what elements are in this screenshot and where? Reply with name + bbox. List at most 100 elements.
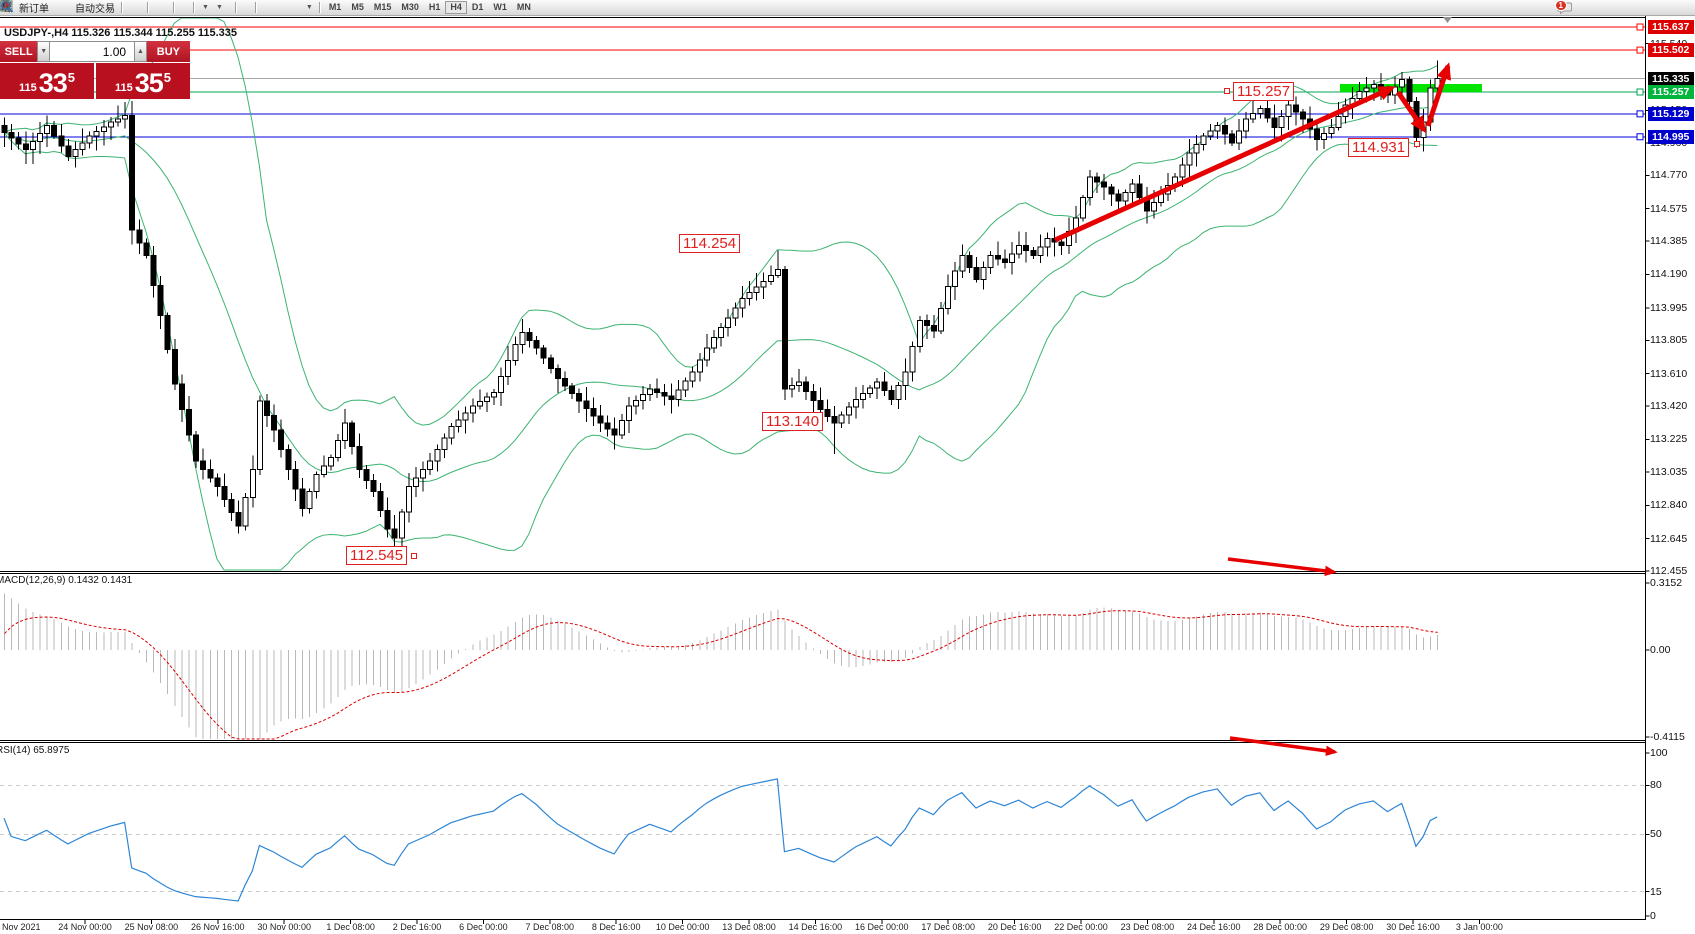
rsi-scale-50: 50	[1650, 828, 1662, 841]
volume-decrease-button[interactable]: ▼	[37, 41, 51, 62]
main-toolbar: 新订单 自动交易	[0, 0, 1695, 16]
time-label-22-Dec-00:00: 22 Dec 00:00	[1054, 922, 1108, 932]
price-badge-115.637: 115.637	[1648, 20, 1694, 34]
buy-price-quote[interactable]: 115 35 5	[96, 63, 190, 99]
time-label-30-Dec-16:00: 30 Dec 16:00	[1386, 922, 1440, 932]
templates-button[interactable]	[0, 0, 232, 14]
time-label-2-Dec-16:00: 2 Dec 16:00	[392, 922, 442, 932]
volume-increase-button[interactable]: ▲	[134, 41, 147, 62]
toolbar-separator	[254, 2, 257, 13]
time-label-16-Dec-00:00: 16 Dec 00:00	[855, 922, 909, 932]
toolbar-separator	[121, 2, 123, 13]
price-tick-113.805: 113.805	[1650, 334, 1688, 347]
timeframe-h4-button[interactable]: H4	[445, 1, 467, 14]
search-button[interactable]	[1, 0, 1557, 14]
notifications-button[interactable]: 1	[1554, 0, 1572, 14]
price-tick-114.385: 114.385	[1650, 235, 1688, 248]
time-label-23-Dec-08:00: 23 Dec 08:00	[1120, 922, 1175, 932]
svg-text:A: A	[2, 2, 10, 12]
text-label-icon: T	[0, 1, 13, 12]
timeframe-m30-button[interactable]: M30	[401, 2, 419, 12]
macd-scale-0.3152: 0.3152	[1650, 577, 1683, 589]
price-badge-115.335: 115.335	[1648, 71, 1694, 86]
time-label-20-Dec-16:00: 20 Dec 16:00	[987, 922, 1042, 932]
line-chart-button[interactable]	[0, 1, 144, 14]
price-tick-112.840: 112.840	[1650, 499, 1688, 512]
toolbar-separator	[318, 2, 321, 13]
auto-trading-button[interactable]: 自动交易	[0, 0, 118, 15]
macd-indicator-label: MACD(12,26,9) 0.1432 0.1431	[0, 575, 132, 586]
toolbar-separator	[173, 2, 175, 13]
price-tag-114.931: 114.931	[1348, 138, 1410, 157]
price-tick-114.770: 114.770	[1650, 169, 1688, 182]
periods-button[interactable]: ▼	[0, 1, 226, 14]
timeframe-d1-button[interactable]: D1	[471, 2, 484, 12]
toolbar-separator	[193, 2, 195, 13]
time-label-14-Dec-16:00: 14 Dec 16:00	[788, 922, 843, 932]
price-tag-112.545: 112.545	[346, 546, 408, 565]
price-badge-114.995: 114.995	[1648, 129, 1694, 144]
text-a-icon: A	[2, 2, 10, 12]
price-tick-112.645: 112.645	[1650, 532, 1688, 545]
new-order-label: 新订单	[19, 4, 49, 15]
arrows-tool-button[interactable]: ▼	[2, 1, 316, 14]
price-tag-114.254: 114.254	[679, 234, 741, 253]
price-tag-115.257: 115.257	[1233, 82, 1295, 101]
chevron-down-icon: ▼	[305, 4, 313, 11]
crosshair-button[interactable]	[1, 1, 252, 14]
timeframe-group: M1 M5 M15 M30 H1 H4 D1 W1 MN	[324, 1, 536, 14]
time-label-13-Dec-08:00: 13 Dec 08:00	[722, 922, 776, 932]
rsi-scale-80: 80	[1650, 779, 1662, 792]
time-label-24-Nov-00:00: 24 Nov 00:00	[58, 922, 112, 932]
sell-price-quote[interactable]: 115 33 5	[0, 63, 94, 99]
text-label-button[interactable]: T	[0, 1, 302, 14]
volume-input[interactable]	[50, 41, 135, 62]
timeframe-m1-button[interactable]: M1	[328, 2, 342, 12]
time-label-7-Dec-08:00: 7 Dec 08:00	[525, 922, 575, 932]
sell-price-main: 33	[38, 68, 68, 98]
toolbar-right-group: 1	[1, 0, 1572, 14]
time-label-3-Jan-00:00: 3 Jan 00:00	[1455, 922, 1503, 932]
time-label-29-Dec-08:00: 29 Dec 08:00	[1319, 922, 1374, 932]
rsi-name: RSI(14)	[0, 745, 31, 756]
chevron-down-icon: ▼	[202, 4, 209, 11]
indicators-button[interactable]: ▼	[2, 1, 212, 14]
chart-shift-button[interactable]	[2, 1, 190, 14]
timeframe-m5-button[interactable]: M5	[351, 2, 364, 12]
buy-button[interactable]: BUY	[146, 41, 190, 62]
price-tick-112.455: 112.455	[1650, 565, 1688, 578]
text-button[interactable]: A	[2, 1, 296, 14]
timeframe-w1-button[interactable]: W1	[493, 2, 507, 12]
price-tick-113.035: 113.035	[1650, 465, 1688, 478]
rsi-scale-0: 0	[1650, 910, 1656, 922]
time-label-30-Nov-00:00: 30 Nov 00:00	[257, 922, 311, 932]
timeframe-h1-button[interactable]: H1	[428, 2, 441, 12]
price-badge-115.129: 115.129	[1648, 106, 1694, 121]
macd-scale--0.4115: -0.4115	[1650, 731, 1685, 743]
toolbar-separator	[147, 2, 149, 13]
rsi-indicator-label: RSI(14) 65.8975	[0, 745, 69, 756]
price-tag-113.140: 113.140	[762, 412, 824, 431]
sell-price-sup: 5	[67, 70, 76, 85]
buy-price-main: 35	[134, 68, 164, 98]
macd-scale-0.00: 0.00	[1650, 644, 1671, 656]
notification-count-badge: 1	[1554, 0, 1567, 11]
timeframe-m15-button[interactable]: M15	[373, 2, 392, 12]
time-label-10-Dec-00:00: 10 Dec 00:00	[655, 922, 710, 932]
chevron-down-icon: ▼	[215, 4, 223, 11]
price-badge-115.257: 115.257	[1648, 84, 1694, 99]
time-label-24-Dec-16:00: 24 Dec 16:00	[1187, 922, 1241, 932]
new-order-button[interactable]: 新订单	[0, 0, 52, 15]
timeframe-mn-button[interactable]: MN	[516, 2, 531, 12]
price-tick-113.420: 113.420	[1650, 400, 1688, 413]
search-icon	[1, 0, 14, 13]
sell-button[interactable]: SELL	[0, 41, 38, 62]
tile-windows-button[interactable]	[0, 0, 170, 14]
one-click-trading-panel: SELL ▼ ▲ BUY 115 33 5 115 35 5	[0, 41, 190, 99]
price-tick-113.995: 113.995	[1650, 301, 1688, 314]
price-tick-114.575: 114.575	[1650, 202, 1688, 215]
buy-price-prefix: 115	[114, 82, 133, 94]
rsi-scale-15: 15	[1650, 885, 1662, 898]
